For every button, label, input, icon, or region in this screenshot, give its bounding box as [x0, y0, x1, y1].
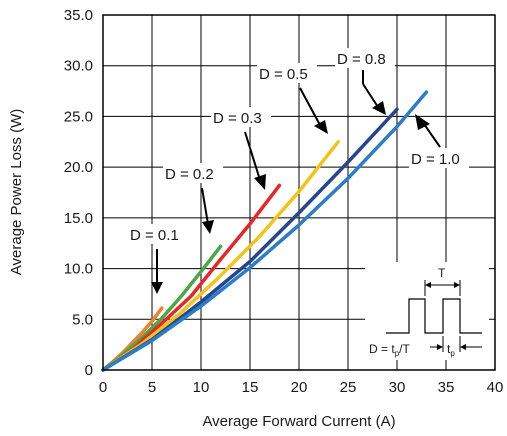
- x-tick-label: 15: [242, 379, 259, 396]
- y-tick-label: 0: [85, 362, 93, 379]
- annotation-d-0-3: D = 0.3: [211, 107, 271, 190]
- annotation-label: D = 0.8: [337, 51, 386, 68]
- y-tick-label: 5.0: [72, 311, 93, 328]
- y-tick-labels: 0 5.0 10.0 15.0 20.0 25.0 30.0 35.0: [64, 7, 93, 379]
- arrow-head: [425, 282, 431, 288]
- x-tick-label: 10: [193, 379, 210, 396]
- annotation-label: D = 0.1: [130, 227, 179, 244]
- x-tick-label: 40: [487, 379, 504, 396]
- arrow-head: [415, 114, 430, 130]
- annotation-arrow: [423, 123, 441, 148]
- arrow-head: [372, 101, 386, 115]
- annotation-label: D = 0.5: [259, 66, 308, 83]
- plot-frame: [102, 14, 496, 371]
- arrow-head: [437, 344, 443, 350]
- arrow-head: [151, 282, 163, 294]
- x-tick-label: 5: [148, 379, 156, 396]
- x-tick-label: 30: [389, 379, 406, 396]
- arrow-head: [454, 282, 460, 288]
- annotation-d-0-5: D = 0.5: [257, 63, 328, 134]
- arrow-head: [202, 220, 214, 234]
- period-label: T: [438, 266, 446, 280]
- arrow-head: [460, 344, 466, 350]
- annotation-d-0-1: D = 0.1: [126, 224, 182, 294]
- y-tick-label: 30.0: [64, 58, 93, 75]
- x-tick-labels: 0 5 10 15 20 25 30 35 40: [99, 379, 504, 396]
- annotation-arrow: [201, 187, 209, 225]
- pulse-waveform: [386, 298, 482, 334]
- series-line-0-5: [101, 140, 340, 372]
- tp-label: tp: [447, 342, 455, 358]
- annotation-arrow: [244, 131, 261, 181]
- inset-background: [365, 262, 489, 360]
- arrow-head: [314, 120, 328, 134]
- y-tick-label: 20.0: [64, 159, 93, 176]
- annotation-arrow: [299, 87, 321, 126]
- annotation-d-1-0: D = 1.0: [409, 114, 469, 168]
- y-tick-label: 25.0: [64, 108, 93, 125]
- x-tick-label: 35: [438, 379, 455, 396]
- y-tick-label: 35.0: [64, 7, 93, 24]
- annotation-label: D = 0.3: [213, 110, 262, 127]
- annotation-d-0-8: D = 0.8: [335, 48, 395, 115]
- annotations: D = 0.1 D = 0.2 D = 0.3 D = 0.5 D = 0.8: [126, 48, 469, 294]
- arrow-head: [254, 174, 266, 190]
- y-axis-label: Average Power Loss (W): [8, 109, 25, 275]
- y-tick-label: 15.0: [64, 210, 93, 227]
- annotation-label: D = 1.0: [411, 151, 460, 168]
- x-axis-label: Average Forward Current (A): [202, 413, 395, 430]
- annotation-d-0-2: D = 0.2: [163, 163, 223, 234]
- duty-formula: D = tp/T: [369, 342, 410, 358]
- annotation-arrow: [362, 83, 379, 108]
- annotation-label: D = 0.2: [165, 166, 214, 183]
- x-tick-label: 25: [340, 379, 357, 396]
- y-tick-label: 10.0: [64, 261, 93, 278]
- x-tick-label: 0: [99, 379, 107, 396]
- series-lines: [101, 90, 429, 372]
- x-tick-label: 20: [291, 379, 308, 396]
- duty-cycle-inset: T D = tp/T tp: [365, 262, 489, 360]
- series-line-1-0: [101, 90, 429, 372]
